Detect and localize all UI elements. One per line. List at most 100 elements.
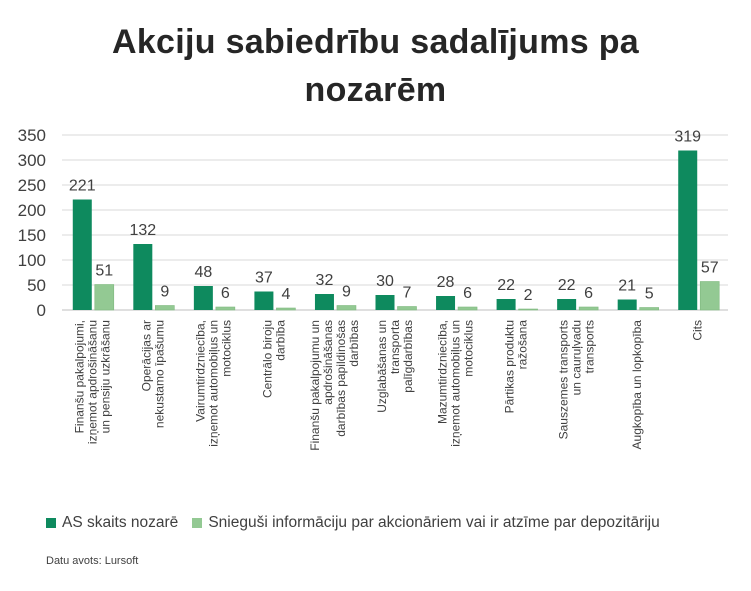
- x-tick-label-line: darbības papildinošas: [334, 320, 348, 437]
- data-label: 28: [437, 274, 455, 291]
- y-tick-label: 50: [27, 276, 46, 295]
- bar-series2: [518, 308, 538, 311]
- data-label: 22: [558, 277, 576, 294]
- bar-series1: [72, 199, 92, 310]
- y-tick-label: 350: [18, 126, 46, 145]
- x-tick-label-line: Finanšu pakalpojumi,: [72, 320, 86, 433]
- data-label: 4: [281, 286, 290, 303]
- x-tick-label-line: Finanšu pakalpojumu un: [308, 320, 322, 451]
- x-tick-label-line: darbības: [347, 320, 361, 367]
- legend-item-series1: AS skaits nozarē: [46, 514, 178, 532]
- data-label: 319: [674, 129, 701, 146]
- x-tick-label: Centrālo birojudarbība: [260, 320, 287, 398]
- data-label: 2: [524, 287, 533, 304]
- chart-title: Akciju sabiedrību sadalījums pa nozarēm: [111, 23, 640, 109]
- x-tick-label-line: Operācijas ar: [139, 320, 153, 391]
- x-tick-label: Operācijas arnekustamo īpašumu: [139, 320, 166, 428]
- data-label: 37: [255, 270, 273, 287]
- data-label: 57: [701, 260, 719, 277]
- bar-series2: [276, 307, 296, 311]
- x-tick-label-line: transporta: [388, 320, 402, 374]
- x-tick-label-line: motociklus: [462, 320, 476, 377]
- legend-swatch-series1: [46, 518, 56, 528]
- data-label: 48: [194, 264, 212, 281]
- x-tick-label: Pārtikas produkturažošana: [503, 320, 530, 414]
- data-label: 5: [645, 286, 654, 303]
- x-tick-label: Finanšu pakalpojumi,izņemot apdrošināšan…: [72, 320, 112, 444]
- bar-series1: [193, 286, 213, 310]
- bar-series2: [397, 306, 417, 311]
- x-tick-label-line: Vairumtirdzniecība,: [193, 320, 207, 422]
- bar-series1: [678, 150, 698, 310]
- bar-series2: [457, 306, 478, 311]
- bar-series2: [215, 306, 236, 311]
- x-tick-label-line: Uzglabāšanas un: [375, 320, 389, 413]
- x-tick-label: Vairumtirdzniecība,izņemot automobiļus u…: [193, 320, 233, 447]
- x-tick-label-line: Pārtikas produktu: [503, 320, 517, 413]
- y-tick-label: 300: [18, 151, 46, 170]
- legend: AS skaits nozarē Snieguši informāciju pa…: [46, 514, 674, 532]
- x-tick-label: Finanšu pakalpojumu unapdrošināšanasdarb…: [308, 320, 361, 451]
- bar-series1: [557, 299, 577, 310]
- source-note: Datu avots: Lursoft: [46, 555, 139, 567]
- x-tick-label-line: izņemot automobiļus un: [449, 320, 463, 447]
- x-tick-label-line: izņemot automobiļus un: [206, 320, 220, 447]
- x-tick-label-line: darbība: [273, 320, 287, 361]
- data-label: 221: [69, 178, 96, 195]
- y-tick-label: 150: [18, 226, 46, 245]
- y-tick-label: 200: [18, 201, 46, 220]
- bar-series2: [155, 305, 175, 311]
- legend-label-series1: AS skaits nozarē: [62, 514, 179, 531]
- bar-series1: [496, 299, 516, 310]
- x-tick-label: Sauszemes transportsun cauruļvadutranspo…: [557, 320, 597, 439]
- data-label: 51: [95, 263, 113, 280]
- bar-series2: [94, 284, 115, 311]
- x-tick-label-line: Centrālo biroju: [260, 320, 274, 398]
- y-tick-label: 100: [18, 251, 46, 270]
- data-label: 6: [221, 285, 230, 302]
- x-tick-label: Mazumtirdzniecība,izņemot automobiļus un…: [436, 320, 476, 447]
- x-tick-label-line: Sauszemes transports: [557, 320, 571, 439]
- bar-series2: [699, 281, 720, 311]
- data-label: 30: [376, 273, 394, 290]
- bar-series2: [578, 306, 599, 311]
- data-label: 6: [463, 285, 472, 302]
- data-label: 132: [129, 222, 156, 239]
- data-label: 6: [584, 285, 593, 302]
- x-tick-label: Augkopība un lopkopība: [630, 320, 644, 450]
- x-tick-label-line: Augkopība un lopkopība: [630, 320, 644, 450]
- bar-series1: [436, 296, 456, 310]
- x-tick-label-line: motociklus: [219, 320, 233, 377]
- bar-series2: [336, 305, 357, 311]
- bar-series1: [254, 291, 274, 310]
- x-tick-label-line: un pensiju uzkrāšanu: [98, 320, 112, 433]
- x-tick-label-line: Cits: [691, 320, 705, 341]
- bar-series1: [617, 299, 637, 310]
- data-label: 21: [618, 278, 636, 295]
- bar-series2: [639, 307, 659, 311]
- data-label: 32: [316, 272, 334, 289]
- x-tick-label-line: izņemot apdrošināšanu: [85, 320, 99, 444]
- x-tick-label-line: palīgdarbības: [401, 320, 415, 393]
- bar-series1: [133, 244, 153, 310]
- legend-item-series2: Snieguši informāciju par akcionāriem vai…: [192, 514, 660, 532]
- legend-swatch-series2: [192, 518, 203, 528]
- data-label: 7: [403, 285, 412, 302]
- bar-series1: [375, 295, 395, 310]
- y-tick-label: 0: [37, 301, 46, 320]
- data-label: 9: [160, 284, 169, 301]
- legend-label-series2: Snieguši informāciju par akcionāriem vai…: [208, 514, 660, 531]
- x-tick-label-line: ražošana: [516, 320, 530, 370]
- data-label: 22: [497, 277, 515, 294]
- x-tick-label-line: transports: [583, 320, 597, 373]
- x-tick-label-line: Mazumtirdzniecība,: [436, 320, 450, 424]
- data-label: 9: [342, 284, 351, 301]
- x-tick-label: Cits: [691, 320, 705, 341]
- x-tick-label-line: un cauruļvadu: [570, 320, 584, 395]
- bar-series1: [314, 294, 334, 310]
- x-tick-label: Uzglabāšanas untransportapalīgdarbības: [375, 320, 415, 413]
- x-tick-label-line: nekustamo īpašumu: [152, 320, 166, 428]
- y-tick-label: 250: [18, 176, 46, 195]
- x-tick-label-line: apdrošināšanas: [321, 320, 335, 405]
